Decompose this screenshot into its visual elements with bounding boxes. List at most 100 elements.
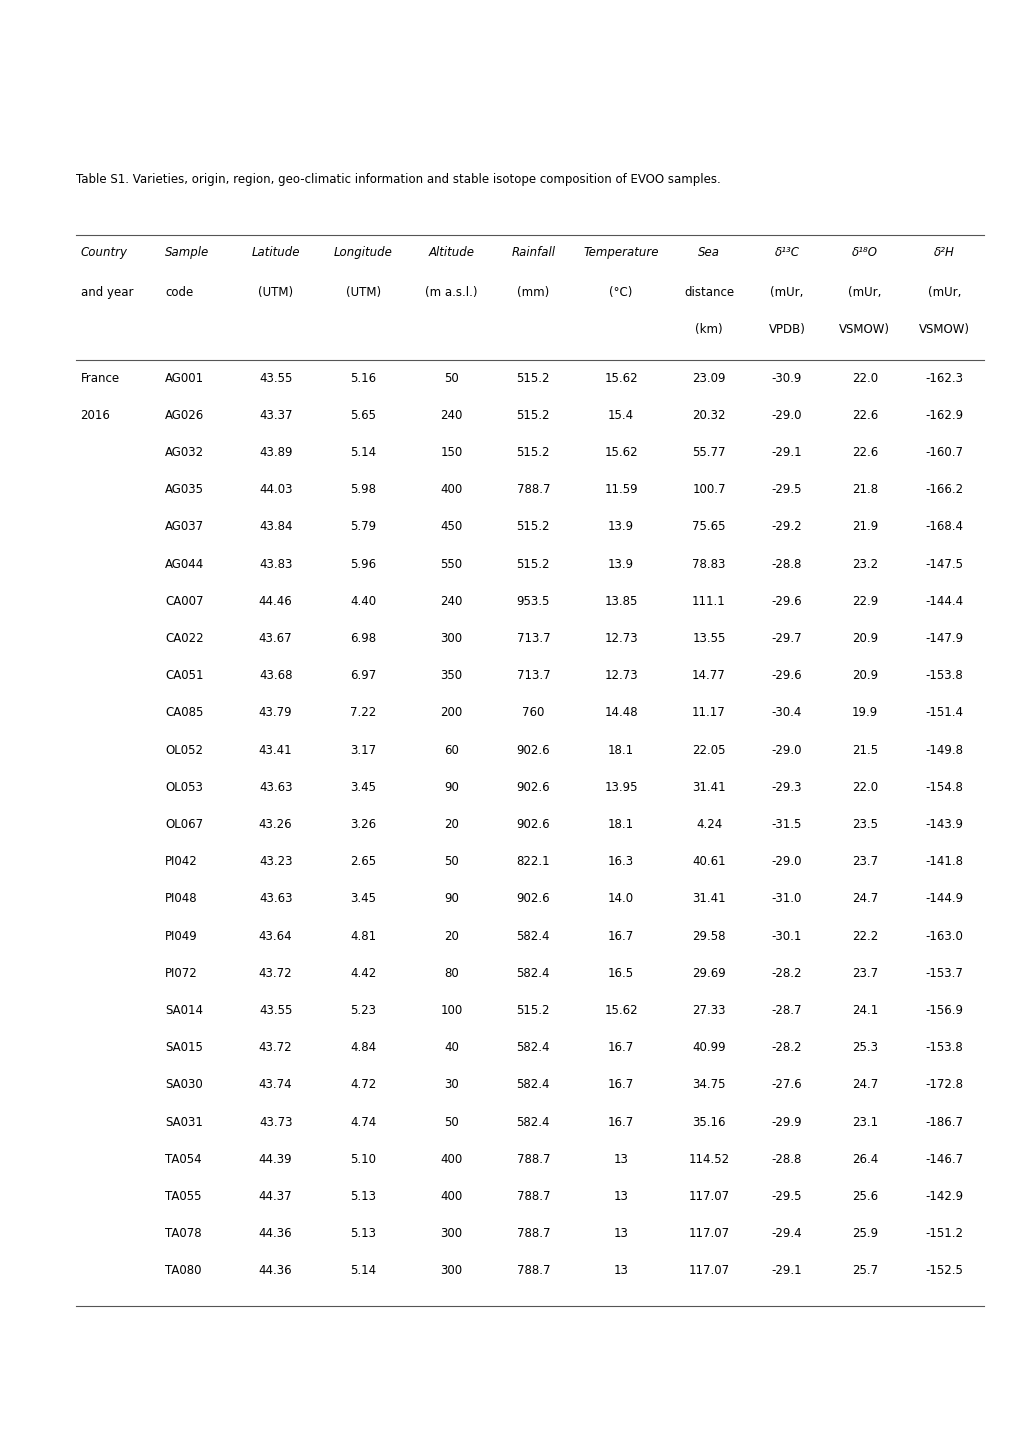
Text: TA054: TA054 [165,1152,202,1165]
Text: 5.14: 5.14 [351,1265,376,1278]
Text: 40.99: 40.99 [692,1041,726,1054]
Text: -29.9: -29.9 [770,1116,802,1129]
Text: 13.9: 13.9 [607,558,634,571]
Text: 24.7: 24.7 [851,893,877,906]
Text: 5.79: 5.79 [351,521,376,534]
Text: Country: Country [81,247,127,260]
Text: 90: 90 [443,780,459,793]
Text: 515.2: 515.2 [516,1004,549,1017]
Text: -156.9: -156.9 [924,1004,963,1017]
Text: (UTM): (UTM) [258,287,292,300]
Text: 582.4: 582.4 [516,1041,549,1054]
Text: δ¹³C: δ¹³C [773,247,799,260]
Text: 15.62: 15.62 [604,372,637,385]
Text: 44.39: 44.39 [259,1152,292,1165]
Text: 25.3: 25.3 [851,1041,877,1054]
Text: SA030: SA030 [165,1079,203,1092]
Text: Temperature: Temperature [583,247,658,260]
Text: 22.2: 22.2 [851,930,877,943]
Text: 43.55: 43.55 [259,1004,292,1017]
Text: 11.17: 11.17 [692,707,726,720]
Text: 20.32: 20.32 [692,408,726,421]
Text: 902.6: 902.6 [516,893,549,906]
Text: 515.2: 515.2 [516,372,549,385]
Text: 43.63: 43.63 [259,893,292,906]
Text: 20.9: 20.9 [851,632,877,645]
Text: -166.2: -166.2 [924,483,963,496]
Text: -28.2: -28.2 [771,966,801,979]
Text: France: France [81,372,119,385]
Text: (UTM): (UTM) [345,287,381,300]
Text: 117.07: 117.07 [688,1227,729,1240]
Text: 350: 350 [440,669,462,682]
Text: -154.8: -154.8 [924,780,963,793]
Text: (mUr,: (mUr, [848,287,880,300]
Text: 22.0: 22.0 [851,372,877,385]
Text: AG037: AG037 [165,521,204,534]
Text: 18.1: 18.1 [607,744,634,757]
Text: 117.07: 117.07 [688,1190,729,1203]
Text: -141.8: -141.8 [924,855,963,868]
Text: 16.3: 16.3 [607,855,634,868]
Text: 60: 60 [443,744,459,757]
Text: -30.1: -30.1 [771,930,801,943]
Text: -162.3: -162.3 [924,372,963,385]
Text: 43.79: 43.79 [259,707,292,720]
Text: PI072: PI072 [165,966,198,979]
Text: 788.7: 788.7 [516,1152,549,1165]
Text: 3.45: 3.45 [351,780,376,793]
Text: 24.7: 24.7 [851,1079,877,1092]
Text: 240: 240 [440,594,462,607]
Text: (mUr,: (mUr, [927,287,960,300]
Text: Rainfall: Rainfall [511,247,554,260]
Text: 300: 300 [440,632,462,645]
Text: 953.5: 953.5 [517,594,549,607]
Text: distance: distance [684,287,734,300]
Text: 5.65: 5.65 [351,408,376,421]
Text: 5.14: 5.14 [351,446,376,459]
Text: 26.4: 26.4 [851,1152,877,1165]
Text: -142.9: -142.9 [924,1190,963,1203]
Text: 19.9: 19.9 [851,707,877,720]
Text: 20: 20 [443,818,459,831]
Text: OL052: OL052 [165,744,203,757]
Text: 20: 20 [443,930,459,943]
Text: 4.24: 4.24 [695,818,721,831]
Text: 550: 550 [440,558,462,571]
Text: 5.23: 5.23 [351,1004,376,1017]
Text: 114.52: 114.52 [688,1152,729,1165]
Text: -29.1: -29.1 [770,446,802,459]
Text: 29.69: 29.69 [692,966,726,979]
Text: 43.74: 43.74 [259,1079,292,1092]
Text: -29.2: -29.2 [770,521,802,534]
Text: Sea: Sea [697,247,719,260]
Text: 43.37: 43.37 [259,408,292,421]
Text: 15.4: 15.4 [607,408,634,421]
Text: 582.4: 582.4 [516,966,549,979]
Text: 21.8: 21.8 [851,483,877,496]
Text: 15.62: 15.62 [604,446,637,459]
Text: (mm): (mm) [517,287,549,300]
Text: (km): (km) [695,323,722,336]
Text: 400: 400 [440,1190,462,1203]
Text: 30: 30 [443,1079,459,1092]
Text: 22.6: 22.6 [851,408,877,421]
Text: CA085: CA085 [165,707,203,720]
Text: 44.37: 44.37 [259,1190,292,1203]
Text: 43.41: 43.41 [259,744,292,757]
Text: 43.72: 43.72 [259,1041,292,1054]
Text: 43.64: 43.64 [259,930,292,943]
Text: 14.77: 14.77 [692,669,726,682]
Text: δ¹⁸O: δ¹⁸O [851,247,877,260]
Text: 21.5: 21.5 [851,744,877,757]
Text: SA031: SA031 [165,1116,203,1129]
Text: code: code [165,287,193,300]
Text: -160.7: -160.7 [924,446,963,459]
Text: 100.7: 100.7 [692,483,726,496]
Text: CA022: CA022 [165,632,204,645]
Text: 150: 150 [440,446,462,459]
Text: 4.74: 4.74 [350,1116,376,1129]
Text: 15.62: 15.62 [604,1004,637,1017]
Text: -153.8: -153.8 [924,669,962,682]
Text: VPDB): VPDB) [767,323,805,336]
